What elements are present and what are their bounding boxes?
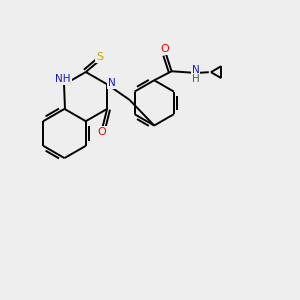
- Text: O: O: [160, 44, 169, 54]
- Text: S: S: [96, 52, 103, 62]
- Text: NH: NH: [55, 74, 71, 84]
- Text: N: N: [108, 78, 116, 88]
- Text: H: H: [192, 74, 200, 84]
- Text: O: O: [97, 127, 106, 137]
- Text: N: N: [192, 65, 200, 75]
